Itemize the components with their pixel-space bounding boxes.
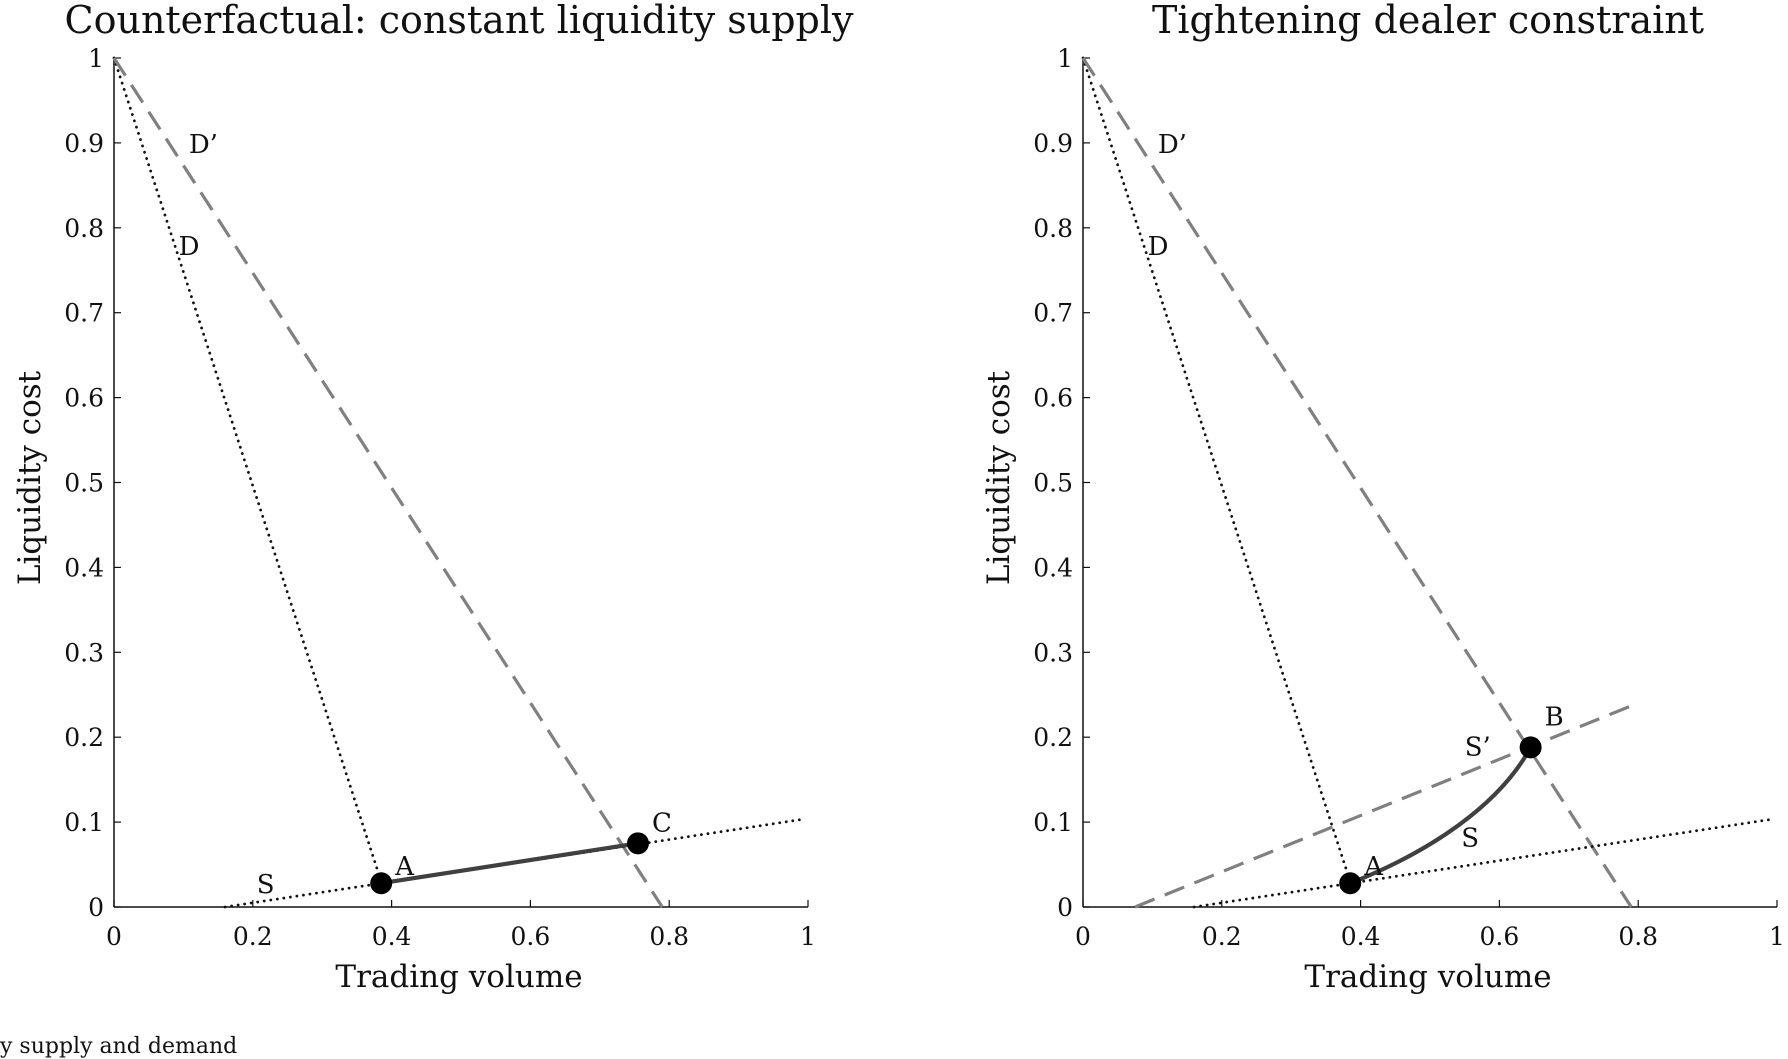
y-tick-label: 0.6 xyxy=(1033,384,1073,413)
series-line-d-prime xyxy=(1081,57,1633,908)
y-tick-label: 0.5 xyxy=(1033,469,1073,498)
y-axis-label: Liquidity cost xyxy=(12,370,48,585)
plot-area: 0 0.2 0.4 0.6 0.8 1 0 0.1 0.2 0.3 0.4 0.5 0.6 0.7 0.8 0… xyxy=(64,44,816,951)
x-tick-label: 0 xyxy=(106,922,122,951)
x-axis-label: Trading volume xyxy=(1304,959,1551,995)
point-a xyxy=(370,872,393,895)
y-tick-label: 0.2 xyxy=(64,723,104,752)
x-tick-label: 0.6 xyxy=(511,922,551,951)
series-label: S’ xyxy=(1465,733,1491,763)
transition-path xyxy=(1349,746,1533,886)
y-tick-label: 0.7 xyxy=(1033,299,1073,328)
point-label: C xyxy=(652,808,672,838)
series-label: D’ xyxy=(1158,130,1187,160)
series-label: S xyxy=(257,870,275,900)
y-tick-label: 0.7 xyxy=(64,299,104,328)
transition-path xyxy=(380,841,639,886)
series-line-d-prime xyxy=(112,57,664,908)
point-label: A xyxy=(1363,852,1384,882)
x-axis-label: Trading volume xyxy=(335,959,582,995)
series-line-s xyxy=(1192,818,1772,909)
y-tick-label: 0.3 xyxy=(64,638,104,667)
y-tick-label: 0 xyxy=(88,893,104,922)
x-tick-label: 0.2 xyxy=(233,922,273,951)
series-label: D xyxy=(179,232,200,262)
x-tick-label: 0.4 xyxy=(372,922,412,951)
chart-title: Tightening dealer constraint xyxy=(1152,0,1704,42)
y-tick-label: 0.5 xyxy=(64,469,104,498)
y-tick-label: 0.1 xyxy=(1033,808,1073,837)
y-tick-label: 0.9 xyxy=(64,129,104,158)
x-tick-label: 0.6 xyxy=(1480,922,1520,951)
panel-tightening: Tightening dealer constraint Trading vol… xyxy=(981,0,1785,995)
y-tick-label: 0 xyxy=(1057,893,1073,922)
x-tick-label: 1 xyxy=(800,922,816,951)
plot-area: 0 0.2 0.4 0.6 0.8 1 0 0.1 0.2 0.3 0.4 0.5 0.6 0.7 0.8 0… xyxy=(1033,44,1785,951)
x-tick-label: 0.4 xyxy=(1341,922,1381,951)
series-line-d xyxy=(112,56,383,883)
series-line-s-prime xyxy=(1134,704,1632,909)
chart-title: Counterfactual: constant liquidity suppl… xyxy=(65,0,854,42)
point-b xyxy=(1519,736,1542,759)
x-tick-label: 0.8 xyxy=(1618,922,1658,951)
y-tick-label: 1 xyxy=(1057,44,1073,73)
point-a xyxy=(1339,872,1362,895)
point-label: A xyxy=(394,852,415,882)
point-label: B xyxy=(1545,702,1564,732)
y-tick-label: 0.8 xyxy=(64,214,104,243)
x-tick-label: 0 xyxy=(1075,922,1091,951)
y-tick-label: 0.2 xyxy=(1033,723,1073,752)
series-line-d xyxy=(1081,56,1352,883)
x-tick-label: 1 xyxy=(1769,922,1785,951)
y-tick-label: 0.8 xyxy=(1033,214,1073,243)
panel-counterfactual: Counterfactual: constant liquidity suppl… xyxy=(12,0,854,995)
series-label: D’ xyxy=(189,130,218,160)
point-c xyxy=(626,832,649,855)
y-tick-label: 0.1 xyxy=(64,808,104,837)
y-tick-label: 0.9 xyxy=(1033,129,1073,158)
series-label: D xyxy=(1148,232,1169,262)
y-tick-label: 0.6 xyxy=(64,384,104,413)
series-label: S xyxy=(1461,823,1479,853)
x-tick-label: 0.8 xyxy=(649,922,689,951)
y-tick-label: 0.4 xyxy=(1033,553,1073,582)
y-axis-label: Liquidity cost xyxy=(981,370,1017,585)
y-tick-label: 1 xyxy=(88,44,104,73)
x-tick-label: 0.2 xyxy=(1202,922,1242,951)
footer-note: y supply and demand xyxy=(0,1034,238,1059)
y-tick-label: 0.3 xyxy=(1033,638,1073,667)
y-tick-label: 0.4 xyxy=(64,553,104,582)
